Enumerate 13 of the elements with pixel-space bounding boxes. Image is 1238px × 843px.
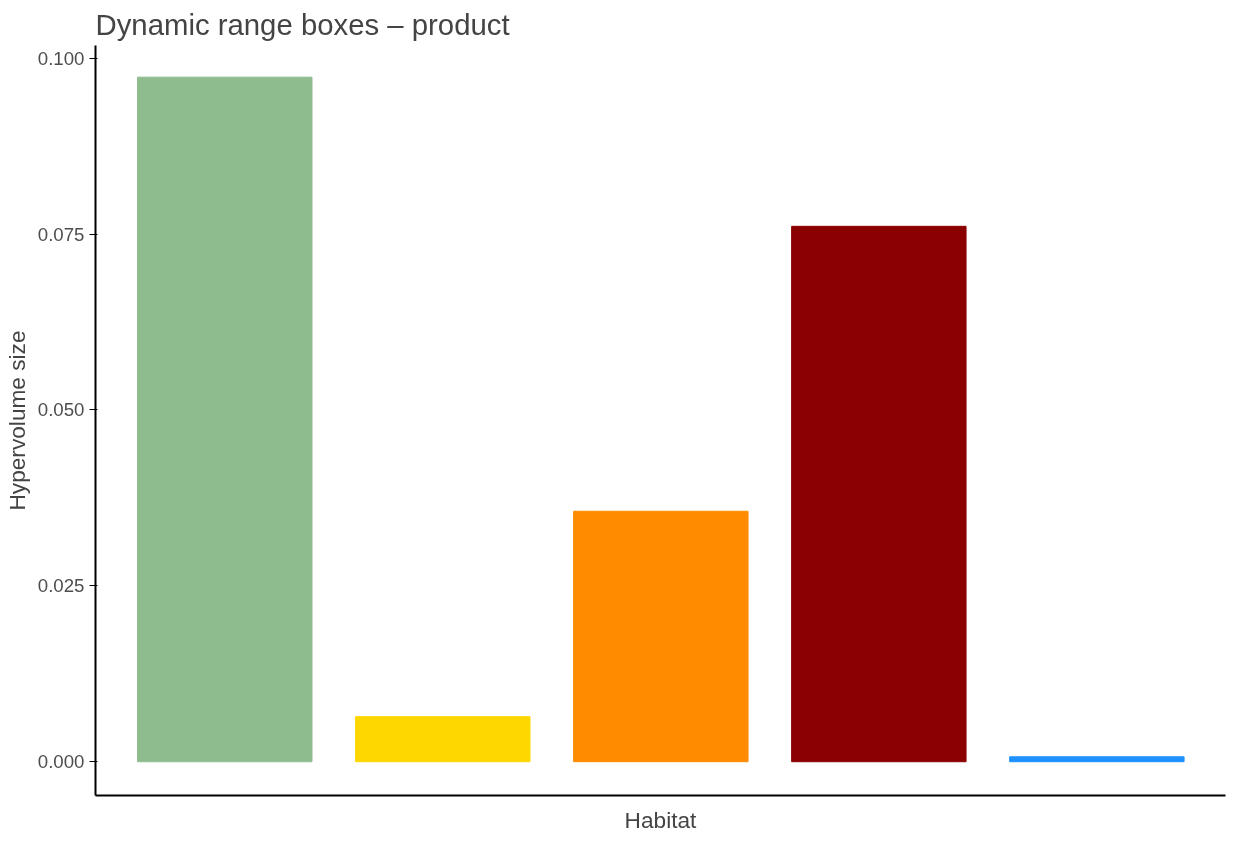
y-axis-title: Hypervolume size <box>3 330 30 511</box>
x-axis-title: Habitat <box>624 806 698 833</box>
bar <box>1009 756 1185 763</box>
bar <box>573 510 749 763</box>
chart-title: Dynamic range boxes – product <box>95 7 510 41</box>
y-tick-label: 0.100 <box>37 47 85 69</box>
y-tick-label: 0.075 <box>37 223 85 245</box>
bar <box>791 225 967 763</box>
y-tick-label: 0.050 <box>37 399 85 421</box>
bar <box>137 76 313 763</box>
y-tick-label: 0.025 <box>37 575 85 597</box>
bar <box>355 716 531 763</box>
y-tick-label: 0.000 <box>37 751 85 773</box>
